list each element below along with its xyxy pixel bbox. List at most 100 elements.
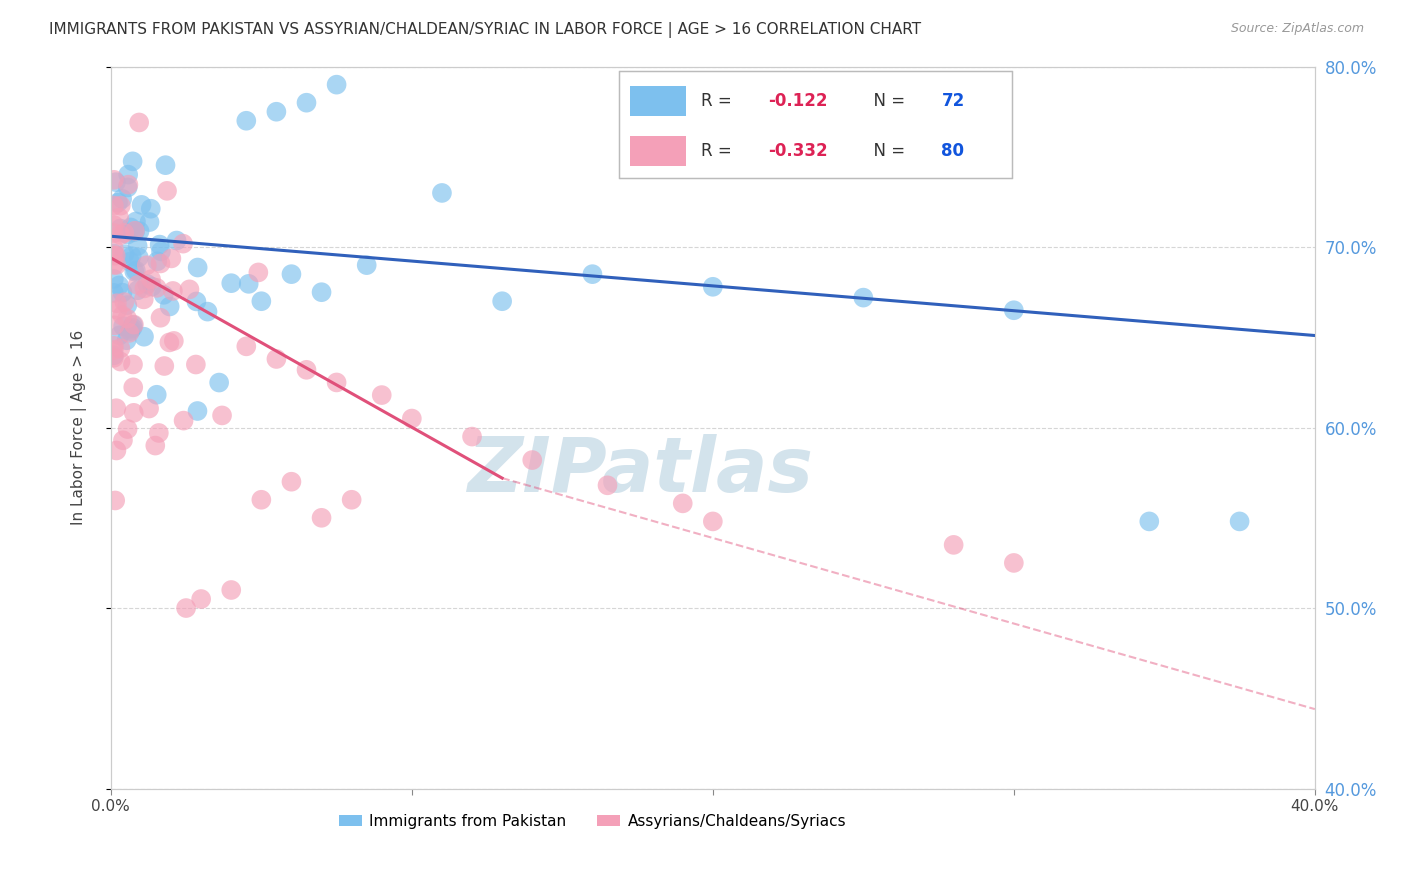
Point: [162, 284, 184, 298]
Point: [112, 295, 135, 310]
Point: [186, 404, 208, 418]
Point: [145, 281, 167, 295]
Point: [103, 285, 125, 300]
Point: [122, 358, 145, 372]
Point: [103, 351, 125, 365]
Point: [128, 251, 150, 265]
Point: [111, 285, 134, 300]
Point: [186, 294, 208, 309]
Point: [155, 158, 177, 172]
Point: [107, 302, 129, 317]
Point: [124, 224, 146, 238]
Point: [247, 265, 270, 279]
Text: ZIPatlas: ZIPatlas: [468, 434, 814, 508]
Point: [103, 173, 125, 187]
Point: [132, 293, 155, 307]
Point: [148, 425, 170, 440]
Point: [340, 492, 363, 507]
Point: [235, 339, 257, 353]
Point: [430, 186, 453, 200]
Point: [117, 180, 139, 194]
Text: -0.122: -0.122: [768, 93, 828, 111]
Point: [702, 280, 724, 294]
Point: [371, 388, 394, 402]
Point: [122, 318, 145, 332]
Point: [295, 363, 318, 377]
Point: [120, 324, 142, 338]
Point: [149, 244, 172, 259]
Point: [122, 225, 145, 239]
Point: [266, 351, 288, 366]
Text: IMMIGRANTS FROM PAKISTAN VS ASSYRIAN/CHALDEAN/SYRIAC IN LABOR FORCE | AGE > 16 C: IMMIGRANTS FROM PAKISTAN VS ASSYRIAN/CHA…: [49, 22, 921, 38]
Point: [190, 592, 212, 607]
Point: [122, 406, 145, 420]
Point: [138, 215, 160, 229]
Point: [124, 264, 146, 278]
Point: [112, 226, 135, 240]
Text: N =: N =: [863, 142, 910, 160]
Text: N =: N =: [863, 93, 910, 111]
Text: R =: R =: [702, 142, 737, 160]
Point: [125, 214, 148, 228]
Point: [491, 294, 513, 309]
Point: [325, 78, 347, 92]
Point: [174, 601, 197, 615]
Point: [1229, 515, 1251, 529]
Point: [103, 258, 125, 272]
Point: [117, 168, 139, 182]
Point: [139, 202, 162, 216]
Point: [105, 175, 128, 189]
Point: [160, 252, 183, 266]
Point: [159, 300, 181, 314]
Point: [121, 154, 143, 169]
Point: [110, 221, 132, 235]
Point: [280, 475, 302, 489]
Point: [111, 192, 134, 206]
Point: [596, 478, 619, 492]
Point: [143, 439, 166, 453]
Point: [104, 493, 127, 508]
Text: -0.332: -0.332: [768, 142, 828, 160]
Point: [115, 311, 138, 326]
Point: [942, 538, 965, 552]
Point: [127, 277, 149, 292]
Point: [128, 115, 150, 129]
Point: [105, 401, 128, 416]
Point: [581, 267, 603, 281]
Point: [117, 178, 139, 192]
Point: [139, 272, 162, 286]
Point: [149, 237, 172, 252]
Point: [103, 272, 125, 286]
Point: [103, 339, 125, 353]
Point: [108, 278, 131, 293]
Point: [104, 318, 127, 333]
Point: [250, 294, 273, 309]
Point: [163, 334, 186, 348]
Point: [127, 283, 149, 297]
Point: [250, 492, 273, 507]
Point: [187, 260, 209, 275]
FancyBboxPatch shape: [630, 136, 686, 166]
Point: [117, 298, 139, 312]
Text: 72: 72: [942, 93, 965, 111]
Point: [131, 198, 153, 212]
Point: [115, 333, 138, 347]
Point: [166, 234, 188, 248]
Point: [105, 258, 128, 272]
Point: [522, 453, 544, 467]
Point: [110, 341, 132, 355]
Point: [179, 282, 201, 296]
Point: [311, 510, 333, 524]
Point: [103, 218, 125, 232]
Point: [1002, 556, 1025, 570]
Point: [103, 246, 125, 260]
Point: [110, 228, 132, 243]
Point: [132, 329, 155, 343]
Point: [1137, 515, 1160, 529]
Point: [238, 277, 260, 291]
Text: 80: 80: [942, 142, 965, 160]
Point: [122, 318, 145, 332]
Point: [134, 281, 156, 295]
Point: [110, 354, 132, 368]
Point: [184, 358, 207, 372]
